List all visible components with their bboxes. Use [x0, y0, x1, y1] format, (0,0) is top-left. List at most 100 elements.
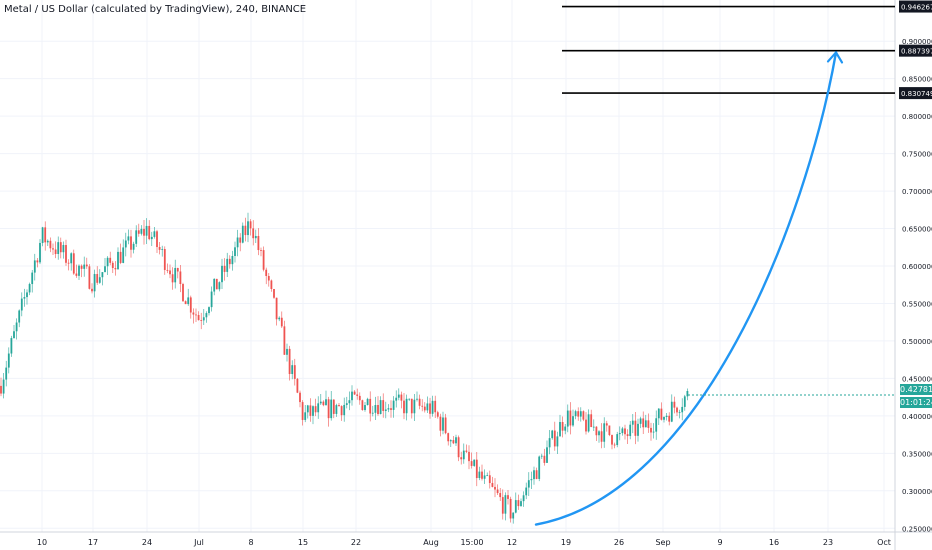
candle-body — [143, 228, 145, 236]
candle-body — [260, 250, 262, 251]
candle-body — [280, 317, 283, 327]
candle-body — [455, 437, 457, 444]
candle-body — [403, 400, 405, 414]
candle-body — [494, 486, 496, 490]
candle-body — [163, 249, 166, 270]
candle-body — [377, 405, 379, 415]
candle-body — [338, 405, 340, 407]
candle-body — [192, 312, 195, 315]
candle-body — [343, 404, 346, 416]
candle-body — [509, 498, 512, 519]
candle-body — [590, 414, 593, 428]
candle-body — [351, 391, 353, 401]
x-tick-label: 16 — [769, 538, 779, 547]
candle-body — [572, 416, 574, 426]
candle-body — [442, 417, 444, 431]
candle-body — [366, 398, 369, 406]
y-tick-label: 0.900000 — [902, 38, 932, 46]
level-label: 0.830749 — [901, 90, 932, 98]
candle-body — [28, 284, 31, 293]
level-label: 0.887397 — [901, 48, 932, 56]
candle-body — [681, 406, 684, 413]
candle-body — [491, 483, 494, 487]
candle-body — [457, 437, 460, 458]
x-tick-label: 17 — [88, 538, 98, 547]
candle-body — [660, 408, 663, 420]
candle-body — [33, 260, 36, 273]
candle-body — [275, 297, 278, 320]
candle-body — [5, 367, 8, 380]
candle-body — [395, 397, 398, 401]
candle-body — [340, 406, 343, 416]
candle-body — [187, 297, 190, 305]
candle-body — [7, 353, 10, 368]
x-tick-label: 10 — [37, 538, 47, 547]
candle-body — [478, 471, 481, 479]
candle-body — [234, 247, 236, 257]
candle-body — [348, 400, 351, 404]
candle-body — [15, 322, 18, 332]
candle-body — [520, 501, 522, 507]
candle-body — [286, 348, 288, 355]
candle-body — [200, 320, 203, 321]
candle-body — [462, 450, 465, 460]
candle-body — [652, 431, 655, 433]
candle-body — [561, 422, 564, 431]
candle-body — [408, 398, 411, 400]
candle-body — [605, 423, 608, 426]
candle-body — [18, 310, 21, 323]
candle-body — [106, 257, 109, 267]
candle-body — [257, 235, 260, 251]
candle-body — [44, 227, 47, 243]
candle-body — [304, 412, 307, 420]
x-tick-label: 8 — [248, 538, 253, 547]
candle-body — [600, 431, 603, 442]
candle-body — [543, 455, 546, 463]
candle-body — [507, 495, 509, 499]
candle-body — [130, 236, 132, 250]
candle-body — [613, 444, 616, 446]
candle-body — [0, 385, 2, 394]
candle-body — [374, 405, 377, 413]
candle-body — [587, 414, 590, 432]
candle-body — [293, 365, 296, 379]
candle-body — [36, 260, 39, 263]
x-tick-label: Oct — [877, 538, 891, 547]
level-label-box — [899, 44, 932, 57]
candle-body — [384, 409, 387, 411]
candle-body — [647, 420, 650, 428]
candle-body — [356, 394, 359, 396]
candle-body — [644, 420, 647, 428]
candle-body — [13, 331, 15, 339]
x-tick-label: 19 — [561, 538, 571, 547]
candle-body — [670, 401, 673, 422]
candle-body — [330, 399, 333, 419]
candle-body — [205, 313, 208, 318]
candle-body — [67, 262, 70, 264]
candle-body — [252, 228, 255, 239]
bar-countdown-label: 01:01:24 — [900, 397, 932, 408]
candle-body — [546, 447, 548, 463]
candle-body — [426, 403, 429, 411]
candle-body — [657, 408, 660, 419]
candle-body — [273, 288, 275, 298]
candle-body — [358, 395, 361, 401]
candle-body — [637, 423, 639, 436]
candle-body — [137, 230, 140, 234]
candle-body — [39, 242, 41, 263]
candle-body — [41, 227, 44, 243]
candle-body — [91, 288, 93, 292]
candle-body — [429, 403, 431, 414]
candle-body — [312, 406, 314, 416]
candle-body — [540, 455, 543, 457]
candle-body — [483, 475, 486, 479]
candle-body — [88, 266, 91, 289]
level-label-box — [899, 0, 932, 13]
x-tick-label: 9 — [717, 538, 722, 547]
candle-body — [475, 459, 478, 479]
candle-body — [618, 433, 621, 435]
